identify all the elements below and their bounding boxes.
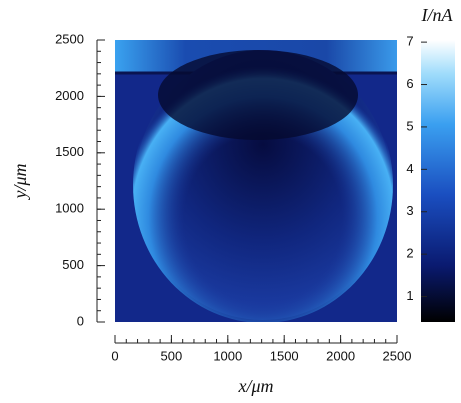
x-axis-label: x/μm: [237, 376, 273, 396]
colorbar-tick-label: 5: [406, 118, 413, 133]
colorbar-tick-label: 1: [406, 288, 413, 303]
y-tick-label: 2000: [55, 88, 84, 103]
colorbar-tick-label: 3: [406, 203, 413, 218]
colorbar: [421, 40, 455, 322]
colorbar-tick-label: 6: [406, 76, 413, 91]
colorbar-label: I/nA: [421, 5, 454, 25]
y-tick-label: 1500: [55, 144, 84, 159]
y-tick-label: 0: [77, 313, 84, 328]
y-tick-label: 2500: [55, 31, 84, 46]
x-tick-label: 500: [161, 348, 183, 363]
x-tick-label: 1500: [270, 348, 299, 363]
x-tick-label: 1000: [213, 348, 242, 363]
colorbar-tick-label: 7: [406, 34, 413, 49]
colorbar-tick-label: 4: [406, 161, 413, 176]
x-tick-label: 0: [111, 348, 118, 363]
x-tick-label: 2500: [383, 348, 412, 363]
y-tick-label: 500: [62, 257, 84, 272]
y-axis-label: y/μm: [10, 163, 30, 200]
colorbar-tick-label: 2: [406, 246, 413, 261]
x-tick-label: 2000: [326, 348, 355, 363]
heatmap-image: [115, 40, 397, 322]
y-tick-label: 1000: [55, 201, 84, 216]
